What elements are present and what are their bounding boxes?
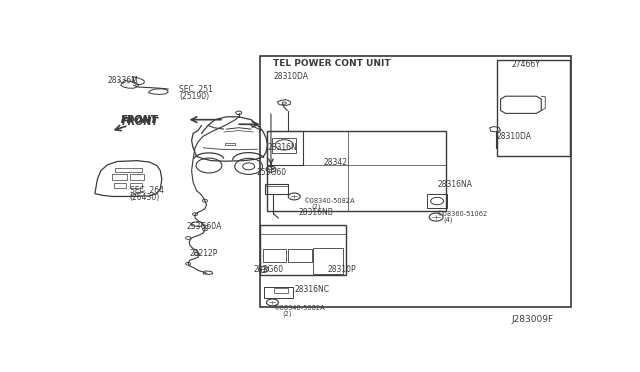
Text: 28310P: 28310P xyxy=(327,265,356,274)
Bar xyxy=(260,225,346,275)
Bar xyxy=(114,183,126,188)
Bar xyxy=(225,143,235,145)
Bar xyxy=(260,56,571,307)
Text: FRONT: FRONT xyxy=(122,117,159,127)
Bar xyxy=(428,194,447,208)
Text: TEL POWER CONT UNIT: TEL POWER CONT UNIT xyxy=(273,59,391,68)
Text: (2): (2) xyxy=(312,203,321,210)
Text: 28336M: 28336M xyxy=(108,76,138,85)
Bar xyxy=(129,183,142,188)
Bar xyxy=(313,248,343,274)
Text: 253G60A: 253G60A xyxy=(187,222,222,231)
Text: ©08340-5082A: ©08340-5082A xyxy=(273,305,325,311)
Text: 28342: 28342 xyxy=(323,158,347,167)
Text: ©08360-51062: ©08360-51062 xyxy=(436,211,488,217)
Text: 28212P: 28212P xyxy=(189,249,218,258)
Bar xyxy=(273,138,296,154)
Text: FRONT: FRONT xyxy=(121,115,158,125)
Text: 253G60: 253G60 xyxy=(253,265,284,274)
Text: 28310DA: 28310DA xyxy=(497,132,532,141)
Text: J283009F: J283009F xyxy=(511,315,554,324)
Bar xyxy=(112,173,127,180)
Text: FRONT: FRONT xyxy=(121,115,158,125)
Bar xyxy=(497,60,570,156)
Text: 28316NC: 28316NC xyxy=(294,285,329,294)
Text: 253G60: 253G60 xyxy=(256,168,286,177)
Bar xyxy=(262,248,286,262)
Text: 28316NB: 28316NB xyxy=(298,208,333,217)
Bar xyxy=(264,287,293,298)
Text: (25190): (25190) xyxy=(179,92,209,101)
Text: SEC. 264: SEC. 264 xyxy=(129,186,164,195)
Bar xyxy=(129,173,145,180)
Text: ©08340-5082A: ©08340-5082A xyxy=(303,198,355,204)
Text: 28316N: 28316N xyxy=(268,143,297,152)
Text: (26430): (26430) xyxy=(129,193,160,202)
Text: (4): (4) xyxy=(444,216,453,222)
Bar xyxy=(275,288,289,293)
Bar xyxy=(115,168,142,172)
Text: 28310DA: 28310DA xyxy=(273,72,308,81)
Text: 27466Y: 27466Y xyxy=(511,60,540,69)
Bar xyxy=(264,185,288,193)
Text: (2): (2) xyxy=(282,310,292,317)
Bar xyxy=(268,131,446,211)
Bar xyxy=(268,131,303,165)
Text: 28316NA: 28316NA xyxy=(437,180,472,189)
Bar xyxy=(288,248,312,262)
Text: SEC. 251: SEC. 251 xyxy=(179,84,213,93)
